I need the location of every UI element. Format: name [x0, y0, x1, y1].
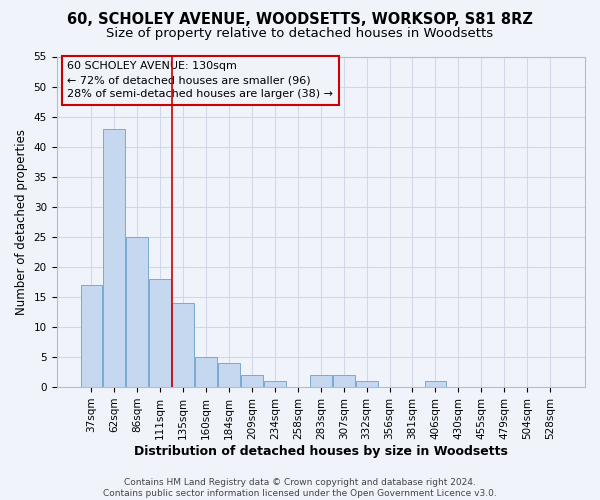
- Bar: [264, 381, 286, 387]
- Y-axis label: Number of detached properties: Number of detached properties: [15, 129, 28, 315]
- X-axis label: Distribution of detached houses by size in Woodsetts: Distribution of detached houses by size …: [134, 444, 508, 458]
- Bar: [127, 237, 148, 387]
- Bar: [333, 375, 355, 387]
- Bar: [241, 375, 263, 387]
- Bar: [310, 375, 332, 387]
- Text: Contains HM Land Registry data © Crown copyright and database right 2024.
Contai: Contains HM Land Registry data © Crown c…: [103, 478, 497, 498]
- Bar: [103, 128, 125, 387]
- Bar: [172, 303, 194, 387]
- Text: 60 SCHOLEY AVENUE: 130sqm
← 72% of detached houses are smaller (96)
28% of semi-: 60 SCHOLEY AVENUE: 130sqm ← 72% of detac…: [67, 62, 333, 100]
- Bar: [425, 381, 446, 387]
- Bar: [356, 381, 377, 387]
- Text: 60, SCHOLEY AVENUE, WOODSETTS, WORKSOP, S81 8RZ: 60, SCHOLEY AVENUE, WOODSETTS, WORKSOP, …: [67, 12, 533, 28]
- Bar: [218, 363, 240, 387]
- Bar: [149, 279, 171, 387]
- Bar: [195, 357, 217, 387]
- Bar: [80, 285, 103, 387]
- Text: Size of property relative to detached houses in Woodsetts: Size of property relative to detached ho…: [106, 28, 494, 40]
